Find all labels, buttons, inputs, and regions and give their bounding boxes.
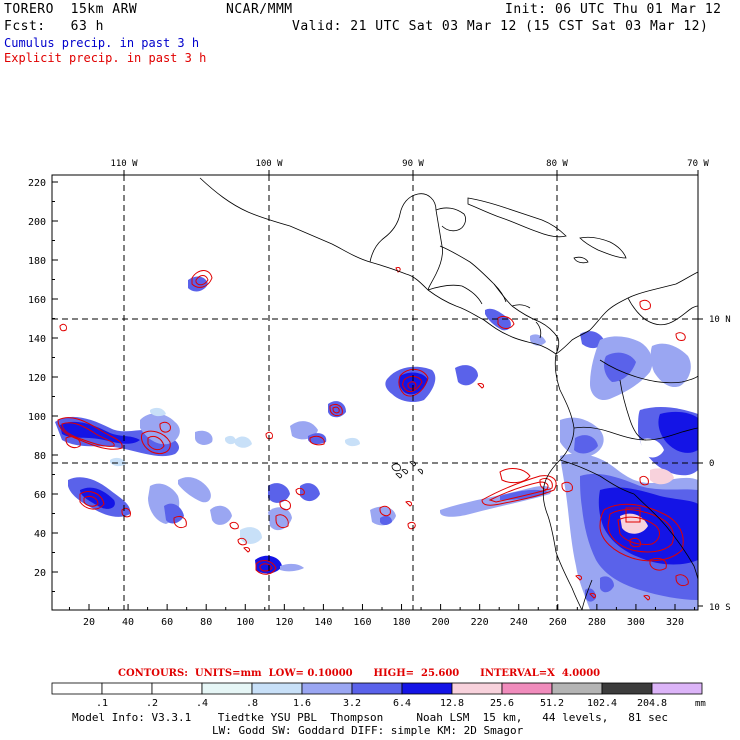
- y-tick-label: 180: [28, 256, 46, 267]
- y-tick-label: 80: [34, 451, 46, 462]
- colorbar-swatch: [451, 682, 503, 695]
- colorbar-unit: mm: [695, 699, 706, 709]
- colorbar-label: 3.2: [343, 698, 361, 709]
- x-tick-label: 100: [236, 617, 254, 628]
- colorbar-label: 102.4: [587, 698, 617, 709]
- x-tick-label: 200: [432, 617, 450, 628]
- x-tick-label: 140: [314, 617, 332, 628]
- source-label: NCAR/MMM: [226, 2, 293, 17]
- x-tick-label: 240: [510, 617, 528, 628]
- y-tick-label: 100: [28, 412, 46, 423]
- colorbar-swatch: [101, 682, 153, 695]
- contour-info: CONTOURS: UNITS=mm LOW= 0.10000 HIGH= 25…: [118, 668, 601, 679]
- colorbar-label: 12.8: [440, 698, 464, 709]
- explicit-precip-contours: [57, 267, 689, 601]
- lon-label: 70 W: [687, 159, 709, 169]
- model-title: TORERO 15km ARW: [4, 2, 138, 17]
- cumulus-legend: Cumulus precip. in past 3 h: [4, 36, 200, 50]
- colorbar-label: .2: [146, 698, 158, 709]
- lon-label: 100 W: [255, 159, 283, 169]
- colorbar-swatch: [251, 682, 303, 695]
- x-tick-label: 20: [83, 617, 95, 628]
- y-tick-label: 60: [34, 490, 46, 501]
- x-tick-label: 300: [627, 617, 645, 628]
- colorbar: [51, 682, 703, 695]
- physics-info: LW: Godd SW: Goddard DIFF: simple KM: 2D…: [212, 724, 524, 737]
- colorbar-label: 25.6: [490, 698, 514, 709]
- valid-time: Valid: 21 UTC Sat 03 Mar 12 (15 CST Sat …: [292, 19, 709, 34]
- colorbar-label: .8: [246, 698, 258, 709]
- colorbar-swatch: [51, 682, 103, 695]
- y-tick-label: 120: [28, 373, 46, 384]
- forecast-hour: Fcst: 63 h: [4, 19, 104, 34]
- x-tick-label: 320: [666, 617, 684, 628]
- lat-label: 0: [709, 459, 714, 469]
- init-time: Init: 06 UTC Thu 01 Mar 12: [505, 2, 722, 17]
- colorbar-label: 1.6: [293, 698, 311, 709]
- lon-label: 80 W: [546, 159, 568, 169]
- colorbar-label: 6.4: [393, 698, 411, 709]
- x-tick-label: 220: [471, 617, 489, 628]
- x-tick-label: 60: [161, 617, 173, 628]
- coastlines: [199, 177, 699, 611]
- x-tick-label: 40: [122, 617, 134, 628]
- colorbar-swatch: [151, 682, 203, 695]
- cumulus-precip-fields: [55, 276, 698, 610]
- y-tick-label: 200: [28, 217, 46, 228]
- y-tick-label: 40: [34, 529, 46, 540]
- lat-label: 10 N: [709, 315, 731, 325]
- colorbar-label: 51.2: [540, 698, 564, 709]
- x-tick-label: 280: [588, 617, 606, 628]
- y-tick-label: 140: [28, 334, 46, 345]
- x-tick-label: 120: [275, 617, 293, 628]
- colorbar-swatch: [501, 682, 553, 695]
- colorbar-label: 204.8: [637, 698, 667, 709]
- x-tick-label: 260: [549, 617, 567, 628]
- colorbar-swatch: [201, 682, 253, 695]
- x-tick-label: 180: [393, 617, 411, 628]
- lat-label: 10 S: [709, 603, 731, 613]
- colorbar-swatch: [401, 682, 453, 695]
- x-tick-label: 80: [200, 617, 212, 628]
- lon-label: 90 W: [402, 159, 424, 169]
- colorbar-label: .1: [96, 698, 108, 709]
- map-plot-area: 20 40 60 80 100 120 140 160 180 200 220 240 260 280 30…: [28, 170, 703, 628]
- y-tick-label: 20: [34, 568, 46, 579]
- colorbar-swatch: [651, 682, 703, 695]
- model-info: Model Info: V3.3.1 Tiedtke YSU PBL Thomp…: [72, 711, 669, 724]
- colorbar-swatch: [301, 682, 353, 695]
- x-tick-label: 160: [353, 617, 371, 628]
- colorbar-label: .4: [196, 698, 208, 709]
- explicit-legend: Explicit precip. in past 3 h: [4, 51, 207, 65]
- lon-label: 110 W: [110, 159, 138, 169]
- colorbar-swatch: [351, 682, 403, 695]
- graticule: [52, 175, 698, 610]
- y-tick-label: 160: [28, 295, 46, 306]
- colorbar-swatch: [551, 682, 603, 695]
- colorbar-swatch: [601, 682, 653, 695]
- y-tick-label: 220: [28, 178, 46, 189]
- map-frame: [51, 174, 699, 611]
